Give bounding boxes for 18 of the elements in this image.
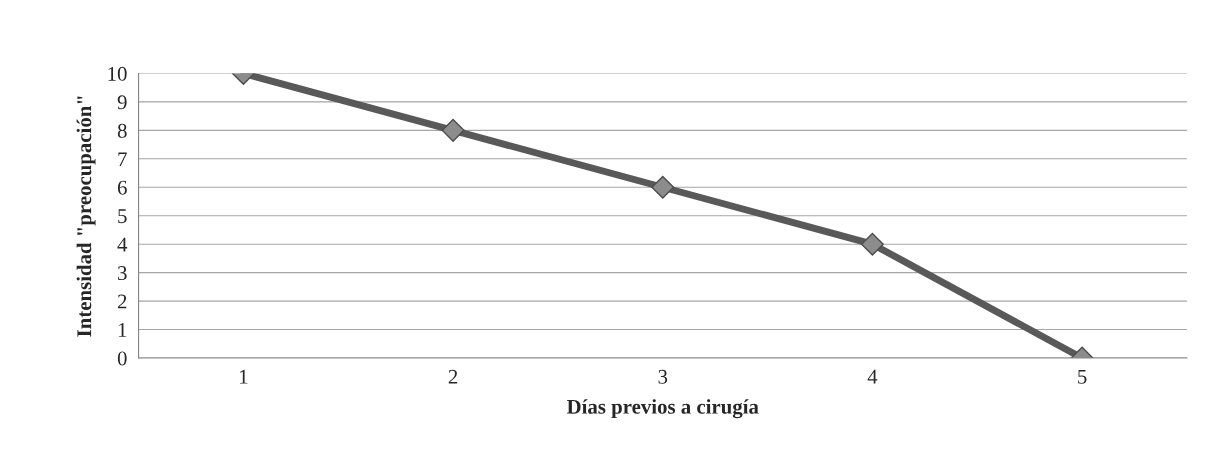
y-tick-label: 7 bbox=[118, 152, 127, 167]
y-tick-label: 2 bbox=[117, 294, 127, 309]
y-tick-label: 0 bbox=[117, 351, 127, 366]
x-tick-label: 4 bbox=[867, 369, 878, 384]
y-tick-label: 5 bbox=[118, 209, 127, 224]
x-tick-label: 5 bbox=[1078, 369, 1087, 384]
x-tick-label: 1 bbox=[240, 369, 248, 384]
y-axis-title: Intensidad "preocupación" bbox=[76, 96, 96, 337]
y-tick-label: 8 bbox=[117, 123, 127, 138]
y-tick-label: 10 bbox=[108, 66, 127, 81]
x-tick-label: 3 bbox=[658, 369, 668, 384]
y-tick-label: 6 bbox=[117, 180, 127, 195]
y-tick-label: 4 bbox=[117, 237, 128, 252]
y-tick-label: 9 bbox=[117, 95, 127, 110]
y-tick-label: 3 bbox=[118, 266, 127, 281]
x-axis-title: Días previos a cirugía bbox=[566, 399, 759, 419]
y-tick-label: 1 bbox=[118, 323, 127, 337]
x-tick-label: 2 bbox=[448, 369, 458, 384]
